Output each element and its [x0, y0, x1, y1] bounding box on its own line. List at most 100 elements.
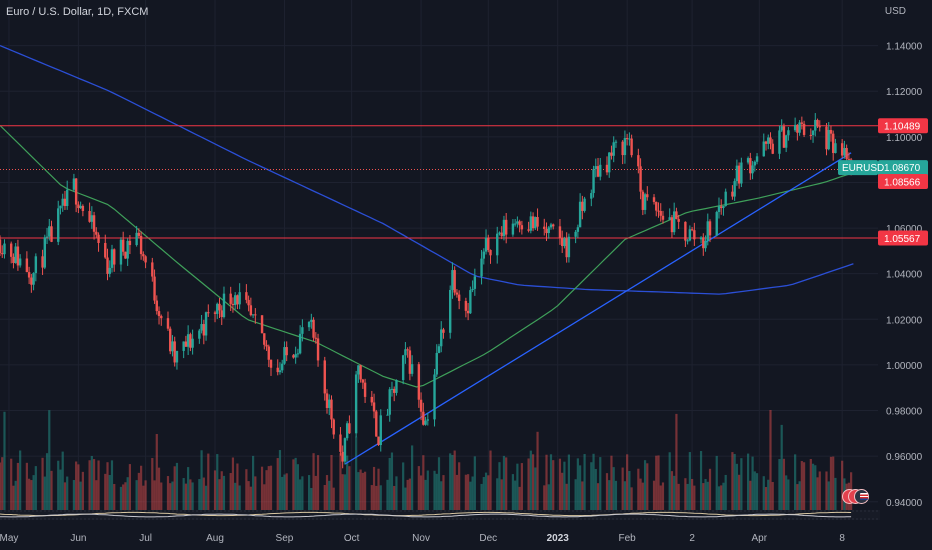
candle-body: [518, 221, 521, 226]
candle: [345, 421, 349, 441]
candle: [422, 402, 425, 426]
candle: [3, 239, 6, 259]
volume-bar: [191, 482, 194, 510]
volume-bar: [419, 475, 423, 510]
volume-bar: [655, 455, 658, 510]
candle-body: [722, 205, 725, 209]
candle-body: [641, 191, 645, 210]
candle-body: [549, 224, 553, 228]
candle: [733, 178, 736, 201]
candle-body: [787, 130, 790, 136]
volume-bar: [442, 475, 445, 510]
candle: [531, 212, 535, 232]
candle: [90, 206, 94, 229]
volume-bar: [66, 476, 69, 510]
candle: [482, 248, 485, 265]
candle: [536, 208, 539, 231]
candle: [534, 216, 537, 230]
volume-bar: [375, 485, 378, 510]
candle: [814, 113, 817, 137]
candle-body: [0, 239, 2, 254]
volume-bar: [328, 480, 331, 510]
volume-bar: [234, 482, 237, 510]
candle: [473, 268, 477, 296]
candle-body: [79, 205, 82, 209]
volume-bar: [43, 476, 46, 510]
candle: [498, 231, 501, 236]
volume-bar: [229, 473, 232, 510]
candle-body: [128, 240, 132, 246]
candle: [231, 297, 235, 313]
candle: [594, 158, 597, 178]
candle-body: [484, 237, 488, 252]
candle: [504, 212, 508, 244]
candle: [552, 223, 555, 230]
candle: [496, 226, 499, 264]
candle-body: [731, 191, 734, 197]
candle-body: [263, 333, 266, 345]
volume-bar: [292, 459, 295, 510]
volume-bar: [473, 456, 476, 510]
candle-body: [419, 399, 423, 412]
volume-bar: [489, 450, 492, 510]
candle: [549, 222, 553, 230]
moving-average-short: [0, 124, 854, 388]
candle: [840, 139, 844, 159]
candle-body: [72, 178, 76, 190]
candle-body: [292, 355, 295, 358]
volume-bar: [832, 456, 835, 510]
candle: [139, 231, 143, 260]
candle: [166, 311, 170, 331]
candle-body: [513, 223, 517, 225]
candle-body: [238, 292, 241, 305]
candle: [487, 234, 490, 253]
candle: [126, 238, 129, 266]
volume-bar: [641, 482, 644, 510]
us-flag-icon[interactable]: [854, 489, 869, 504]
candle: [753, 160, 757, 172]
candle: [433, 368, 436, 427]
event-indicators[interactable]: [842, 489, 872, 505]
candle-body: [825, 126, 828, 150]
candle-body: [753, 161, 757, 166]
volume-bar: [61, 451, 64, 510]
candle-body: [675, 211, 678, 220]
time-tick-label: Nov: [412, 533, 430, 544]
volume-bar: [32, 475, 35, 510]
volume-bar: [348, 466, 351, 510]
candle: [388, 387, 391, 422]
candle-body: [202, 324, 206, 336]
volume-bar: [800, 461, 803, 510]
volume-bar: [841, 460, 844, 510]
volume-bar: [135, 480, 138, 510]
volume-bar: [767, 479, 770, 510]
volume-bar: [693, 485, 696, 510]
candle: [34, 253, 38, 282]
volume-bar: [388, 457, 391, 510]
candle: [9, 241, 13, 264]
volume-bar: [79, 481, 82, 510]
candle: [65, 180, 69, 210]
candle: [655, 201, 658, 217]
volume-bar: [363, 471, 367, 510]
volume-bar: [189, 479, 192, 510]
candle-body: [802, 123, 806, 135]
candle: [825, 123, 828, 156]
candle-body: [77, 204, 80, 209]
candle: [780, 119, 783, 132]
ma-long-line: [0, 45, 854, 295]
volume-bar: [339, 453, 342, 510]
volume-bar: [670, 471, 674, 510]
candle: [325, 389, 329, 414]
volume-bar: [301, 476, 304, 510]
volume-bar: [498, 462, 501, 510]
volume-bar: [236, 463, 239, 510]
candle: [301, 319, 304, 342]
volume-bar: [637, 468, 640, 510]
candle: [142, 251, 145, 261]
candle: [737, 162, 741, 189]
candle: [245, 284, 248, 304]
candle: [363, 378, 367, 403]
candle-body: [646, 194, 649, 198]
